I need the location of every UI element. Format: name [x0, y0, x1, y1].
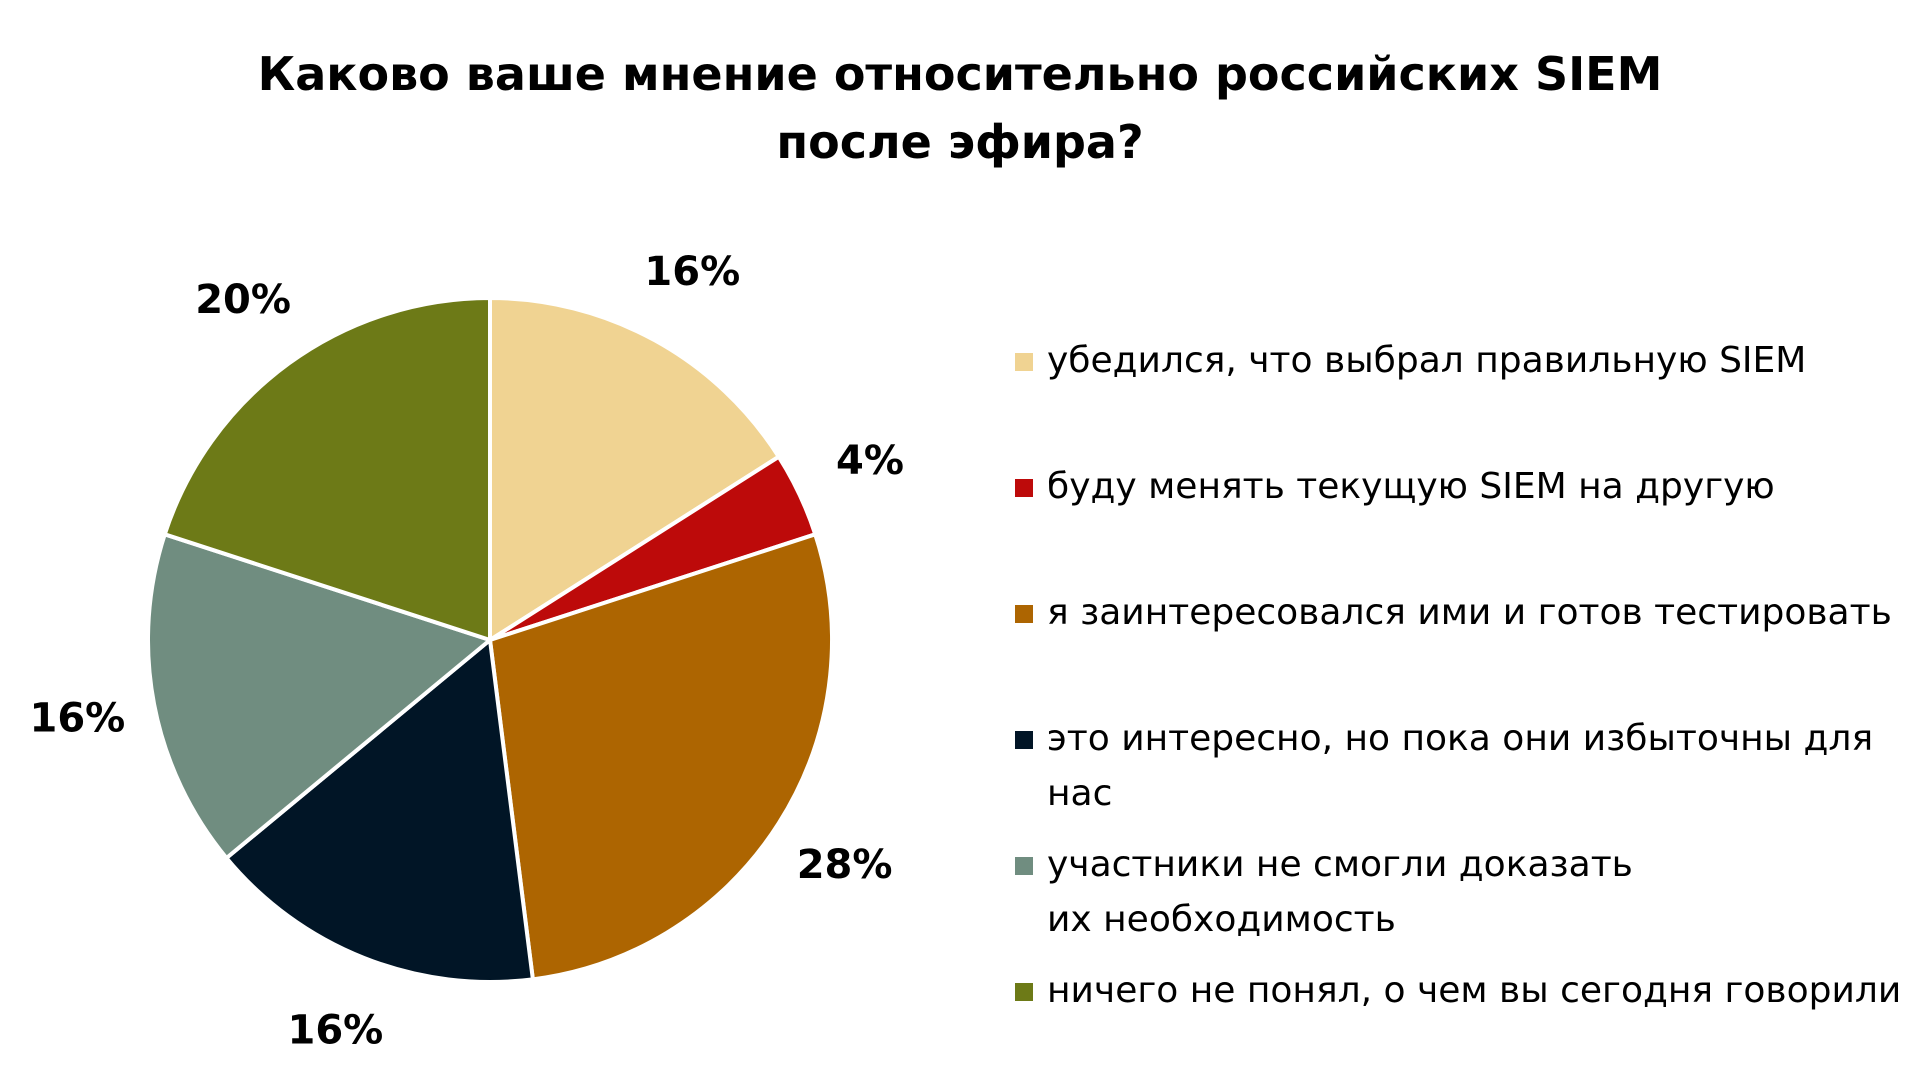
- chart-title-line-1: Каково ваше мнение относительно российск…: [257, 47, 1663, 101]
- slice-value-label: 16%: [644, 249, 740, 295]
- slice-value-label: 16%: [288, 1008, 384, 1054]
- pie-slice: [224, 638, 535, 984]
- pie-slice: [146, 532, 492, 860]
- legend-item: убедился, что выбрал правильную SIEM: [1015, 333, 1915, 388]
- slice-value-label: 20%: [195, 277, 291, 323]
- legend-swatch: [1015, 479, 1033, 497]
- legend-label: участники не смогли доказать их необходи…: [1047, 844, 1633, 940]
- legend-label: это интересно, но пока они избыточны для…: [1047, 718, 1874, 814]
- legend-swatch: [1015, 857, 1033, 875]
- legend-label: буду менять текущую SIEM на другую: [1047, 466, 1775, 507]
- legend-label: ничего не понял, о чем вы сегодня говори…: [1047, 970, 1902, 1011]
- legend-swatch: [1015, 983, 1033, 1001]
- pie-slice: [162, 296, 492, 642]
- legend-item: участники не смогли доказать их необходи…: [1015, 837, 1915, 947]
- legend-item: это интересно, но пока они избыточны для…: [1015, 711, 1915, 821]
- pie-slice: [488, 296, 781, 642]
- pie-slice: [488, 532, 834, 982]
- pie-value-labels: 16% 4% 28% 16% 16% 20%: [30, 249, 904, 1054]
- legend-label: убедился, что выбрал правильную SIEM: [1047, 340, 1807, 381]
- legend-item: ничего не понял, о чем вы сегодня говори…: [1015, 963, 1915, 1018]
- legend-item: я заинтересовался ими и готов тестироват…: [1015, 585, 1915, 640]
- slice-value-label: 16%: [30, 696, 126, 742]
- slice-value-label: 4%: [836, 438, 904, 484]
- chart-title-line-2: после эфира?: [776, 115, 1144, 169]
- legend-swatch: [1015, 353, 1033, 371]
- legend-label: я заинтересовался ими и готов тестироват…: [1047, 592, 1892, 633]
- chart-title: Каково ваше мнение относительно российск…: [0, 40, 1920, 176]
- legend-swatch: [1015, 605, 1033, 623]
- slice-value-label: 28%: [797, 842, 893, 888]
- legend-swatch: [1015, 731, 1033, 749]
- pie-slices: [146, 296, 834, 984]
- legend-item: буду менять текущую SIEM на другую: [1015, 459, 1915, 514]
